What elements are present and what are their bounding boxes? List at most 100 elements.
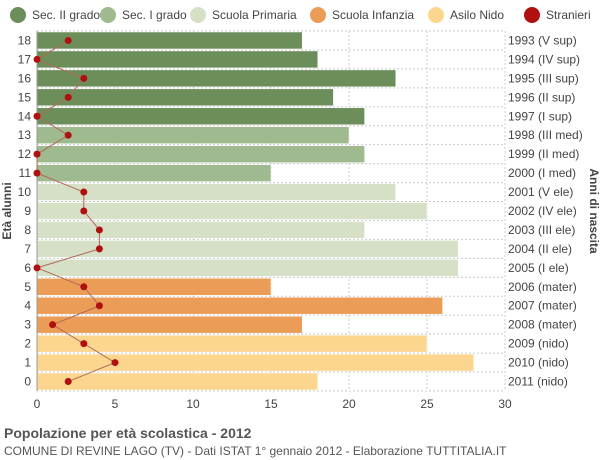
stranieri-point-age-14: [33, 112, 41, 120]
stranieri-dots: [33, 36, 119, 386]
bar-age-5: [36, 278, 272, 296]
bars: [36, 31, 475, 391]
bar-age-1: [36, 353, 475, 372]
birth-year-label: 2007 (mater): [508, 299, 577, 313]
bar-age-3: [36, 315, 303, 334]
bar-age-12: [36, 145, 365, 163]
bar-age-15: [36, 88, 334, 107]
birth-year-label: 2002 (IV ele): [508, 204, 577, 218]
bar-age-8: [36, 221, 365, 239]
x-tick-label: 20: [342, 397, 356, 411]
legend-label-1: Sec. I grado: [122, 8, 187, 22]
bar-age-11: [36, 164, 272, 182]
age-tick-label: 17: [18, 52, 32, 66]
bar-age-10: [36, 183, 397, 201]
bar-age-9: [36, 202, 428, 220]
age-tick-label: 5: [24, 280, 31, 294]
legend-label-2: Scuola Primaria: [212, 8, 297, 22]
stranieri-point-age-5: [80, 283, 88, 291]
stranieri-point-age-0: [64, 378, 72, 386]
birth-year-label: 2004 (II ele): [508, 242, 572, 256]
bar-age-16: [36, 69, 397, 88]
age-tick-label: 9: [24, 204, 31, 218]
legend-marker-5: [524, 7, 540, 23]
birth-year-label: 2008 (mater): [508, 318, 577, 332]
birth-year-label: 2001 (V ele): [508, 185, 573, 199]
bar-age-0: [36, 372, 319, 391]
bar-age-6: [36, 259, 459, 277]
age-tick-label: 10: [18, 185, 32, 199]
birth-year-tick-labels: 1993 (V sup) 1994 (IV sup) 1995 (III sup) 1…: [508, 33, 583, 388]
birth-year-label: 2005 (I ele): [508, 261, 569, 275]
chart: Sec. II grado Sec. I grado Scuola Primaria…: [0, 7, 600, 411]
stranieri-point-age-2: [80, 340, 88, 348]
legend-label-3: Scuola Infanzia: [332, 8, 414, 22]
legend-marker-1: [100, 7, 116, 23]
legend-label-5: Stranieri: [546, 8, 591, 22]
age-tick-label: 15: [18, 90, 32, 104]
age-tick-label: 7: [24, 242, 31, 256]
birth-year-label: 1998 (III med): [508, 128, 583, 142]
age-tick-label: 16: [18, 71, 32, 85]
x-tick-labels: 0 5 10 15 20 25 30: [34, 397, 512, 411]
stranieri-point-age-9: [80, 207, 88, 215]
age-tick-label: 8: [24, 223, 31, 237]
stranieri-point-age-3: [49, 321, 57, 329]
birth-year-label: 1999 (II med): [508, 147, 579, 161]
legend: Sec. II grado Sec. I grado Scuola Primaria…: [10, 7, 591, 23]
legend-marker-2: [190, 7, 206, 23]
age-tick-label: 14: [18, 109, 32, 123]
birth-year-label: 2003 (III ele): [508, 223, 575, 237]
stranieri-point-age-17: [33, 55, 41, 63]
age-tick-label: 3: [24, 318, 31, 332]
stranieri-point-age-10: [80, 188, 88, 196]
caption-subtitle: COMUNE DI REVINE LAGO (TV) - Dati ISTAT …: [4, 444, 507, 458]
age-tick-label: 1: [24, 356, 31, 370]
stranieri-point-age-1: [111, 359, 119, 367]
birth-year-label: 2000 (I med): [508, 166, 576, 180]
stranieri-point-age-11: [33, 169, 41, 177]
stranieri-point-age-12: [33, 150, 41, 158]
age-tick-label: 4: [24, 299, 31, 313]
birth-year-label: 1994 (IV sup): [508, 52, 580, 66]
age-tick-label: 6: [24, 261, 31, 275]
stranieri-point-age-7: [95, 245, 103, 253]
x-tick-label: 30: [498, 397, 512, 411]
stranieri-point-age-15: [64, 93, 72, 101]
legend-label-4: Asilo Nido: [450, 8, 504, 22]
birth-year-label: 2006 (mater): [508, 280, 577, 294]
age-tick-label: 11: [19, 166, 32, 180]
x-tick-label: 10: [186, 397, 200, 411]
stranieri-point-age-6: [33, 264, 41, 272]
legend-label-0: Sec. II grado: [32, 8, 100, 22]
stranieri-point-age-16: [80, 74, 88, 82]
bar-age-2: [36, 334, 428, 353]
caption-title: Popolazione per età scolastica - 2012: [4, 425, 252, 441]
stranieri-point-age-8: [95, 226, 103, 234]
birth-year-label: 1995 (III sup): [508, 71, 579, 85]
x-tick-label: 5: [112, 397, 119, 411]
bar-age-14: [36, 107, 365, 125]
legend-marker-3: [310, 7, 326, 23]
age-tick-label: 18: [18, 33, 32, 47]
birth-year-label: 1997 (I sup): [508, 109, 572, 123]
x-tick-label: 15: [264, 397, 278, 411]
birth-year-label: 1993 (V sup): [508, 33, 577, 47]
x-tick-label: 0: [34, 397, 41, 411]
birth-year-label: 1996 (II sup): [508, 90, 575, 104]
age-tick-label: 2: [24, 337, 31, 351]
bar-age-17: [36, 50, 319, 69]
age-tick-label: 12: [18, 147, 32, 161]
birth-year-label: 2010 (nido): [508, 356, 569, 370]
legend-marker-4: [428, 7, 444, 23]
age-tick-label: 0: [24, 375, 31, 389]
bar-age-18: [36, 31, 303, 50]
y-axis-label: Età alunni: [0, 182, 14, 239]
legend-marker-0: [10, 7, 26, 23]
x-tick-label: 25: [420, 397, 434, 411]
bar-age-13: [36, 126, 350, 144]
stranieri-point-age-13: [64, 131, 72, 139]
stranieri-point-age-4: [95, 302, 103, 310]
age-tick-label: 13: [18, 128, 32, 142]
